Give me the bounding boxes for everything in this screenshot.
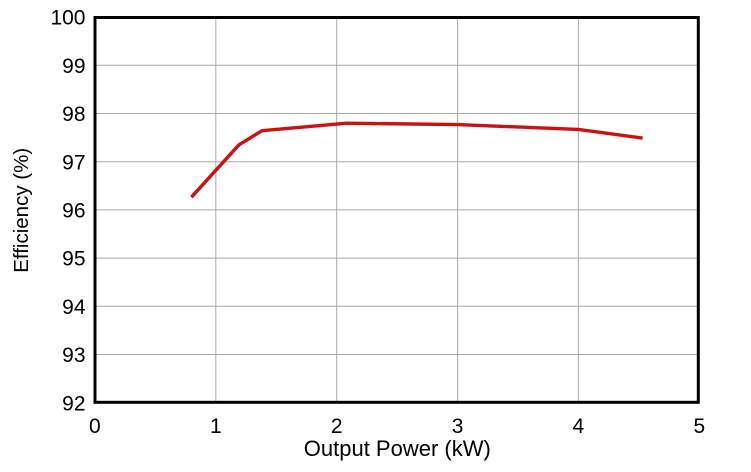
svg-text:5: 5: [693, 415, 705, 438]
svg-text:93: 93: [62, 344, 85, 367]
svg-text:Output Power (kW): Output Power (kW): [304, 436, 491, 461]
svg-text:97: 97: [62, 151, 85, 174]
svg-text:4: 4: [573, 415, 585, 438]
svg-text:3: 3: [452, 415, 464, 438]
svg-text:96: 96: [62, 200, 85, 223]
svg-text:98: 98: [62, 103, 85, 126]
svg-text:1: 1: [210, 415, 222, 438]
svg-text:99: 99: [62, 55, 85, 78]
svg-text:92: 92: [62, 392, 85, 415]
svg-text:Efficiency (%): Efficiency (%): [10, 148, 33, 273]
svg-text:2: 2: [331, 415, 343, 438]
svg-text:95: 95: [62, 248, 85, 271]
svg-text:0: 0: [89, 415, 101, 438]
svg-text:94: 94: [62, 296, 86, 319]
svg-text:100: 100: [50, 7, 85, 30]
